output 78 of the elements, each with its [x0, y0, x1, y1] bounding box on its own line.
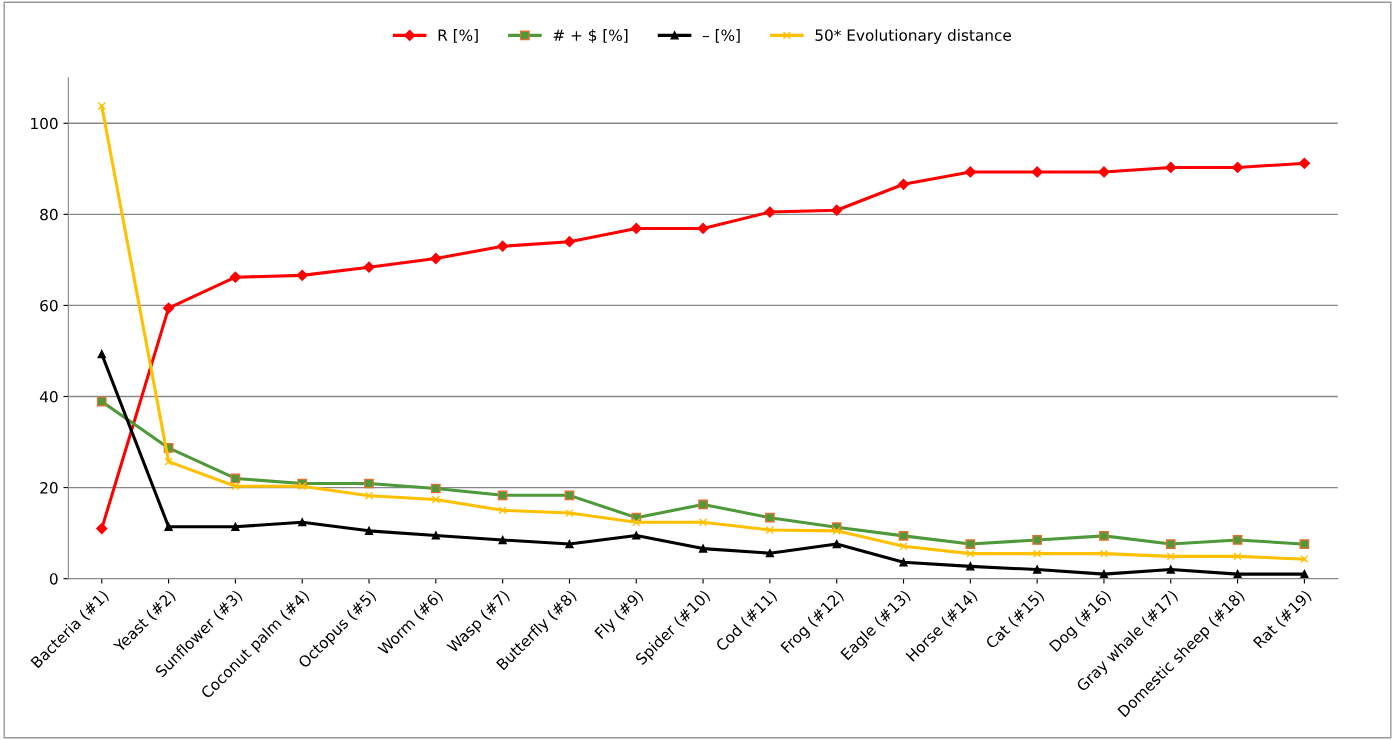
point: [698, 518, 708, 527]
point: [1032, 535, 1043, 545]
point: [1031, 166, 1043, 178]
point: [363, 261, 375, 273]
point: [1300, 554, 1309, 564]
point: [897, 178, 910, 190]
point: [1166, 565, 1175, 574]
point: [1232, 535, 1243, 545]
point: [97, 349, 106, 359]
point: [298, 482, 307, 491]
legend-label: – [%]: [702, 29, 740, 43]
y-tick-label: 20: [40, 482, 58, 494]
y-tick-label: 0: [49, 573, 58, 585]
point: [364, 491, 374, 500]
point: [898, 531, 909, 541]
point: [832, 526, 841, 536]
point: [899, 558, 908, 567]
point: [966, 562, 975, 571]
point: [162, 302, 175, 314]
point: [431, 495, 440, 504]
point: [1300, 569, 1309, 579]
point: [298, 518, 307, 527]
point: [1233, 569, 1242, 579]
point: [965, 539, 976, 549]
point: [497, 490, 508, 501]
point: [229, 271, 241, 283]
point: [1165, 539, 1176, 549]
point: [296, 269, 308, 281]
y-tick-label: 100: [31, 117, 58, 130]
point: [430, 483, 441, 494]
point: [832, 539, 841, 549]
point: [765, 525, 775, 535]
point: [563, 236, 576, 248]
point: [231, 482, 240, 491]
point: [966, 549, 975, 558]
point: [1099, 549, 1109, 558]
y-tick-label: 80: [40, 208, 58, 221]
point: [698, 499, 708, 510]
point: [1233, 552, 1242, 561]
point: [1099, 569, 1109, 579]
point: [899, 542, 908, 551]
point: [632, 531, 641, 540]
point: [1298, 157, 1311, 169]
legend-label: # + $ [%]: [553, 29, 628, 43]
point: [964, 166, 976, 178]
point: [164, 457, 173, 466]
point: [164, 522, 173, 531]
legend-label: 50* Evolutionary distance: [815, 29, 1011, 44]
point: [364, 478, 374, 489]
point: [1032, 565, 1042, 574]
point: [565, 508, 574, 518]
point: [498, 535, 507, 545]
point: [565, 539, 574, 549]
point: [497, 240, 509, 252]
point: [430, 252, 442, 265]
point: [564, 490, 575, 501]
point: [1032, 549, 1042, 558]
legend-label: R [%]: [438, 29, 478, 43]
point: [431, 531, 440, 540]
point: [1099, 531, 1109, 541]
point: [698, 544, 708, 553]
point: [765, 549, 775, 558]
point: [697, 222, 709, 235]
point: [632, 518, 641, 527]
y-tick-label: 60: [40, 299, 58, 312]
point: [96, 396, 107, 407]
point: [765, 512, 775, 523]
y-tick-label: 40: [39, 390, 58, 403]
point: [1299, 539, 1310, 549]
point: [1166, 552, 1175, 561]
point: [498, 506, 507, 515]
point: [630, 222, 642, 235]
point: [97, 101, 106, 111]
point: [96, 522, 108, 535]
point: [831, 204, 843, 216]
point: [231, 522, 240, 531]
point: [364, 526, 374, 536]
point: [764, 206, 776, 218]
